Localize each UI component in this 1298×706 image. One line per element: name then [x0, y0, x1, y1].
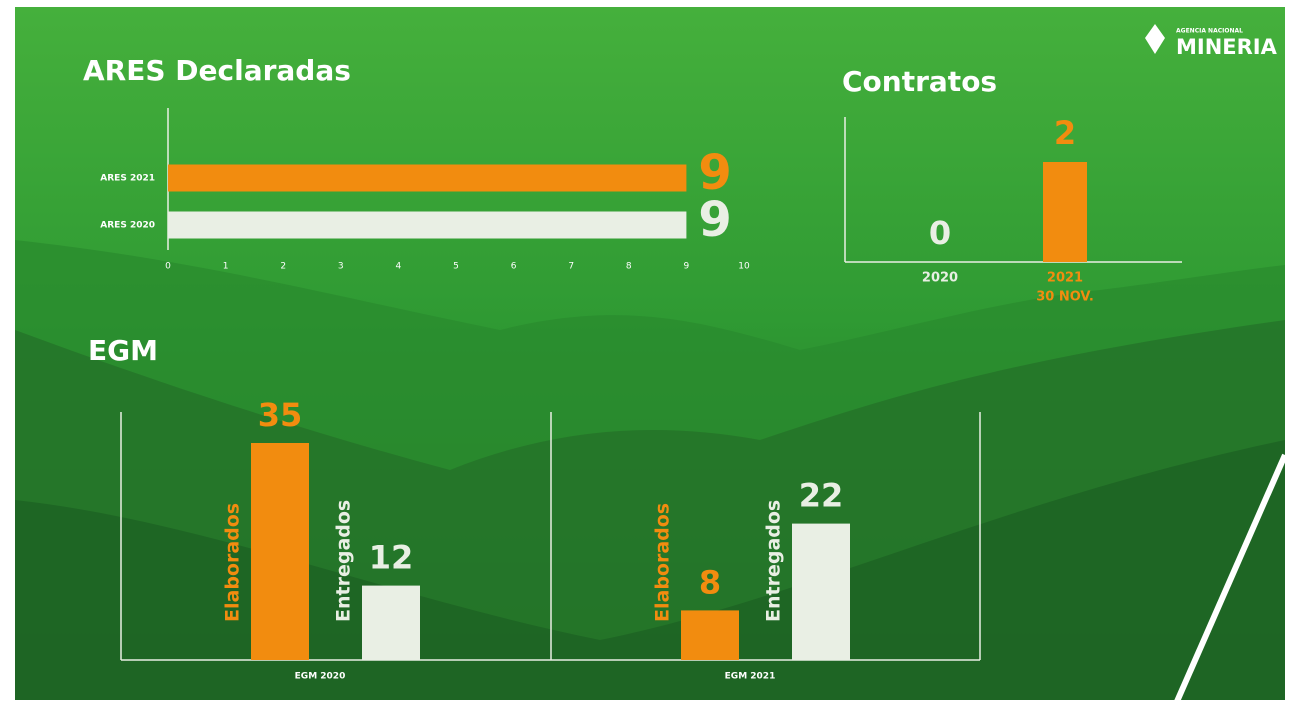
series-label: Entregados [763, 500, 785, 622]
series-label: Elaborados [652, 503, 674, 622]
x-tick-label: 4 [396, 262, 402, 272]
category-label: EGM 2021 [725, 672, 776, 682]
value-label: 35 [258, 396, 303, 434]
bar [168, 165, 686, 192]
x-tick-label: 3 [338, 262, 344, 272]
x-tick-label: 1 [223, 262, 229, 272]
x-tick-label: 6 [511, 262, 517, 272]
category-label: 2021 [1047, 271, 1083, 286]
x-tick-label: 9 [684, 262, 690, 272]
x-tick-label: 2 [280, 262, 286, 272]
background: AGENCIA NACIONAL MINERIA [15, 7, 1285, 706]
logo-name: MINERIA [1176, 35, 1278, 59]
value-label: 8 [699, 563, 721, 601]
category-label: EGM 2020 [295, 672, 346, 682]
bar [681, 610, 739, 660]
series-label: Elaborados [222, 503, 244, 622]
value-label: 9 [698, 192, 731, 248]
chart-title: Contratos [842, 65, 997, 98]
category-label: 2020 [922, 271, 958, 286]
logo-small: AGENCIA NACIONAL [1176, 28, 1243, 35]
x-tick-label: 8 [626, 262, 632, 272]
bar [792, 524, 850, 660]
bar [362, 586, 420, 660]
chart-title: EGM [88, 334, 158, 367]
x-tick-label: 7 [568, 262, 574, 272]
series-label: Entregados [333, 500, 355, 622]
category-label: ARES 2021 [100, 174, 155, 184]
chart-title: ARES Declaradas [83, 54, 351, 87]
bar [1043, 162, 1087, 262]
value-label: 2 [1054, 114, 1076, 152]
value-label: 22 [799, 477, 844, 515]
slide: AGENCIA NACIONAL MINERIA ARES Declaradas… [0, 0, 1298, 706]
category-sublabel: 30 NOV. [1036, 290, 1094, 305]
value-label: 12 [369, 539, 414, 577]
x-tick-label: 0 [165, 262, 171, 272]
category-label: ARES 2020 [100, 221, 155, 231]
bar [251, 443, 309, 660]
x-tick-label: 10 [738, 262, 750, 272]
bar [168, 212, 686, 239]
x-tick-label: 5 [453, 262, 459, 272]
value-label: 0 [929, 214, 951, 252]
